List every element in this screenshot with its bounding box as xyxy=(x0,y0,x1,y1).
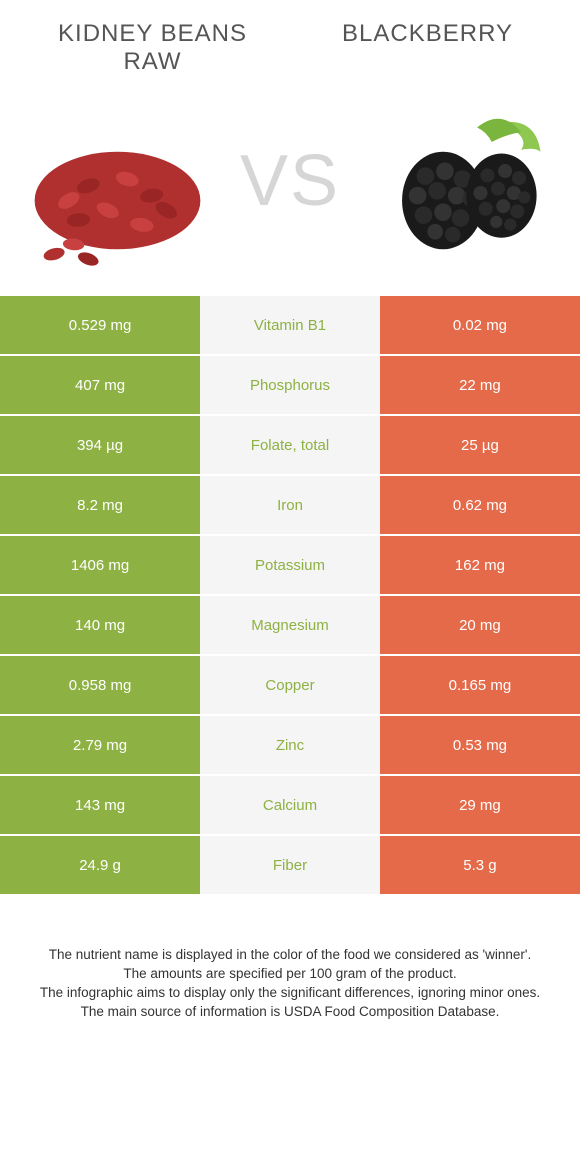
right-food-image xyxy=(365,91,560,271)
right-food-title: Blackberry xyxy=(315,20,540,76)
table-row: 394 µgFolate, total25 µg xyxy=(0,416,580,476)
left-value: 140 mg xyxy=(0,596,200,654)
nutrient-name: Fiber xyxy=(200,836,380,894)
footer-line: The amounts are specified per 100 gram o… xyxy=(30,965,550,984)
left-value: 394 µg xyxy=(0,416,200,474)
nutrient-table: 0.529 mgVitamin B10.02 mg407 mgPhosphoru… xyxy=(0,296,580,896)
nutrient-name: Calcium xyxy=(200,776,380,834)
table-row: 1406 mgPotassium162 mg xyxy=(0,536,580,596)
table-row: 8.2 mgIron0.62 mg xyxy=(0,476,580,536)
left-value: 0.529 mg xyxy=(0,296,200,354)
left-value: 1406 mg xyxy=(0,536,200,594)
right-value: 20 mg xyxy=(380,596,580,654)
nutrient-name: Vitamin B1 xyxy=(200,296,380,354)
footer-line: The main source of information is USDA F… xyxy=(30,1003,550,1022)
table-row: 2.79 mgZinc0.53 mg xyxy=(0,716,580,776)
left-food-image xyxy=(20,91,215,271)
footer-line: The nutrient name is displayed in the co… xyxy=(30,946,550,965)
right-value: 22 mg xyxy=(380,356,580,414)
left-food-title: Kidney beans raw xyxy=(40,20,265,76)
right-value: 0.53 mg xyxy=(380,716,580,774)
left-value: 407 mg xyxy=(0,356,200,414)
table-row: 0.958 mgCopper0.165 mg xyxy=(0,656,580,716)
right-value: 5.3 g xyxy=(380,836,580,894)
left-value: 24.9 g xyxy=(0,836,200,894)
nutrient-name: Zinc xyxy=(200,716,380,774)
header: Kidney beans raw Blackberry xyxy=(0,0,580,76)
left-value: 0.958 mg xyxy=(0,656,200,714)
nutrient-name: Folate, total xyxy=(200,416,380,474)
table-row: 24.9 gFiber5.3 g xyxy=(0,836,580,896)
left-value: 143 mg xyxy=(0,776,200,834)
right-value: 29 mg xyxy=(380,776,580,834)
nutrient-name: Iron xyxy=(200,476,380,534)
nutrient-name: Magnesium xyxy=(200,596,380,654)
table-row: 407 mgPhosphorus22 mg xyxy=(0,356,580,416)
right-value: 0.02 mg xyxy=(380,296,580,354)
left-value: 8.2 mg xyxy=(0,476,200,534)
right-value: 162 mg xyxy=(380,536,580,594)
image-row: VS xyxy=(0,76,580,296)
table-row: 143 mgCalcium29 mg xyxy=(0,776,580,836)
right-value: 0.165 mg xyxy=(380,656,580,714)
left-value: 2.79 mg xyxy=(0,716,200,774)
table-row: 140 mgMagnesium20 mg xyxy=(0,596,580,656)
footer-notes: The nutrient name is displayed in the co… xyxy=(0,896,580,1022)
right-value: 25 µg xyxy=(380,416,580,474)
vs-label: VS xyxy=(240,140,340,222)
footer-line: The infographic aims to display only the… xyxy=(30,984,550,1003)
nutrient-name: Potassium xyxy=(200,536,380,594)
table-row: 0.529 mgVitamin B10.02 mg xyxy=(0,296,580,356)
nutrient-name: Phosphorus xyxy=(200,356,380,414)
right-value: 0.62 mg xyxy=(380,476,580,534)
nutrient-name: Copper xyxy=(200,656,380,714)
